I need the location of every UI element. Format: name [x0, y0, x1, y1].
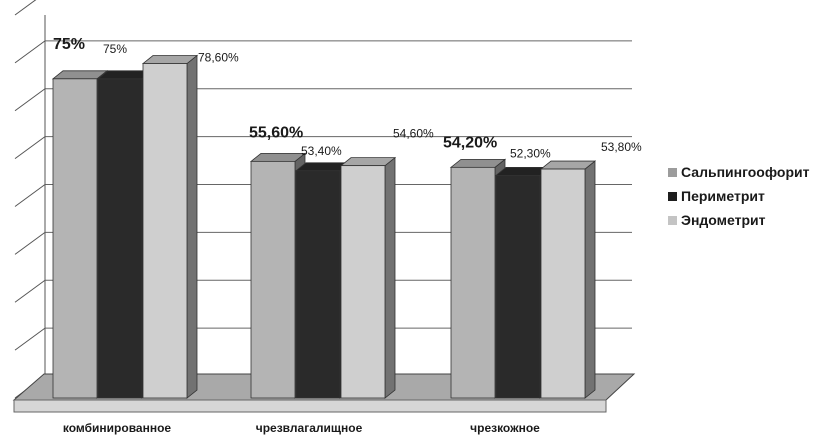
bar: [340, 165, 386, 399]
category-labels: комбинированное чрезвлагалищное чрезкожное: [63, 421, 540, 435]
grid-line-side: [14, 327, 46, 351]
grid-line-side: [14, 279, 46, 303]
category-label: комбинированное: [63, 421, 172, 435]
category-label: чрезкожное: [470, 421, 540, 435]
legend: Сальпингоофорит Периметрит Эндометрит: [668, 160, 809, 232]
bar: [495, 175, 541, 399]
bars: [51, 54, 597, 399]
data-label: 54,60%: [393, 127, 434, 141]
grid-line-side: [14, 184, 46, 207]
grid-line-side: [14, 231, 46, 255]
bar-side: [186, 54, 198, 399]
data-label: 52,30%: [510, 146, 551, 160]
floor-front: [13, 399, 607, 413]
bar-top: [449, 158, 507, 168]
legend-swatch: [668, 167, 677, 177]
bar: [97, 78, 143, 399]
bar: [450, 166, 496, 399]
grid-line-side: [14, 88, 46, 112]
data-label: 54,20%: [443, 134, 497, 151]
legend-item: Эндометрит: [668, 208, 809, 232]
bar-top: [539, 160, 597, 170]
legend-label: Сальпингоофорит: [681, 164, 810, 180]
bar: [295, 170, 341, 399]
grid-line-side: [14, 40, 46, 64]
data-label: 53,80%: [601, 140, 642, 154]
bar-side: [384, 156, 396, 399]
bar: [142, 63, 188, 399]
data-label: 55,60%: [249, 124, 303, 141]
bar-top: [339, 157, 397, 167]
legend-swatch: [668, 215, 677, 225]
grid-line-side: [14, 136, 46, 160]
category-label: чрезвлагалищное: [256, 421, 363, 435]
legend-item: Периметрит: [668, 184, 809, 208]
bar: [250, 160, 296, 399]
data-label: 75%: [103, 42, 127, 56]
bar-side: [584, 160, 596, 399]
bar: [52, 78, 98, 399]
legend-label: Эндометрит: [681, 212, 766, 228]
bar-top: [249, 152, 307, 162]
legend-swatch: [668, 191, 677, 201]
data-label: 75%: [53, 36, 85, 53]
legend-label: Периметрит: [681, 188, 765, 204]
data-label: 53,40%: [301, 144, 342, 158]
bar: [540, 168, 586, 399]
legend-item: Сальпингоофорит: [668, 160, 809, 184]
grid-line-side: [14, 0, 37, 16]
data-labels: 75% 75% 78,60% 55,60% 53,40% 54,60% 54,20% 52,3…: [53, 36, 642, 161]
bar-top: [141, 55, 199, 64]
data-label: 78,60%: [198, 51, 239, 65]
